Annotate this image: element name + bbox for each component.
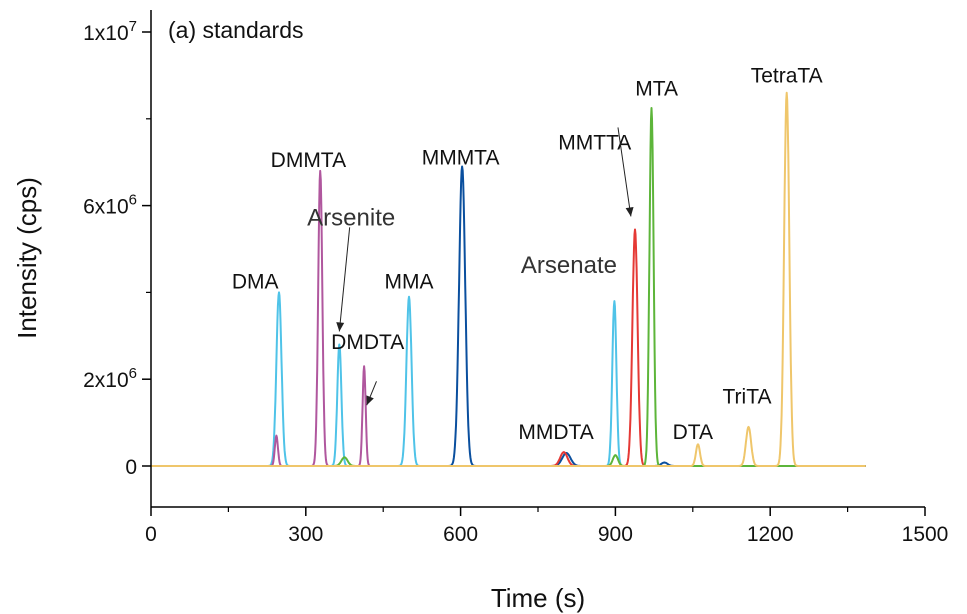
x-tick-label: 1500 (902, 523, 949, 546)
annotation-arrow-line (617, 127, 632, 217)
peak-labels: DMA DMMTA Arsenite DMDTA MMA MMMTA Arsenate MMT… (232, 64, 823, 444)
peak-label-dta: DTA (673, 421, 713, 444)
series-trace-6 (150, 91, 867, 467)
series-trace-4 (150, 228, 867, 467)
y-axis-title: Intensity (cps) (12, 177, 42, 339)
peak-label-mmdta: MMDTA (518, 421, 593, 444)
peak-label-mmtta: MMTTA (558, 132, 631, 155)
peak-label-arsenate: Arsenate (521, 252, 617, 279)
peak-label-arsenite: Arsenite (307, 204, 395, 231)
x-tick-label: 0 (145, 523, 157, 546)
annotation-arrow-head (366, 395, 374, 406)
peak-label-dmdta: DMDTA (331, 331, 404, 354)
peak-label-mma: MMA (385, 270, 434, 293)
peak-label-dma: DMA (232, 270, 279, 293)
chromatogram-traces (150, 91, 867, 467)
annotation-arrows (336, 127, 634, 406)
annotation-arrow-head (625, 206, 634, 217)
series-trace-3 (150, 165, 867, 467)
x-tick-label: 1200 (747, 523, 794, 546)
chart-title: (a) standards (168, 17, 304, 43)
y-tick-label: 0 (125, 456, 137, 479)
annotation-arrow-head (336, 322, 345, 332)
series-trace-2 (150, 169, 867, 467)
peak-label-tetrata: TetraTA (751, 64, 823, 87)
peak-label-mta: MTA (635, 77, 678, 100)
y-tick-label: 2x106 (83, 365, 137, 392)
x-tick-label: 600 (443, 523, 478, 546)
peak-label-dmmta: DMMTA (271, 149, 346, 172)
annotation-arrow-line (338, 227, 351, 332)
y-tick-label: 6x106 (83, 192, 137, 219)
x-tick-label: 300 (288, 523, 323, 546)
y-tick-label: 1x107 (83, 18, 137, 45)
ticks: 0 300 600 900 1200 1500 0 2x106 6x106 1x107 (83, 18, 948, 546)
series-trace-1 (150, 291, 867, 467)
peak-label-trita: TriTA (722, 385, 771, 408)
x-axis-title: Time (s) (491, 583, 585, 613)
x-tick-label: 900 (598, 523, 633, 546)
peak-label-mmmta: MMMTA (422, 147, 500, 170)
